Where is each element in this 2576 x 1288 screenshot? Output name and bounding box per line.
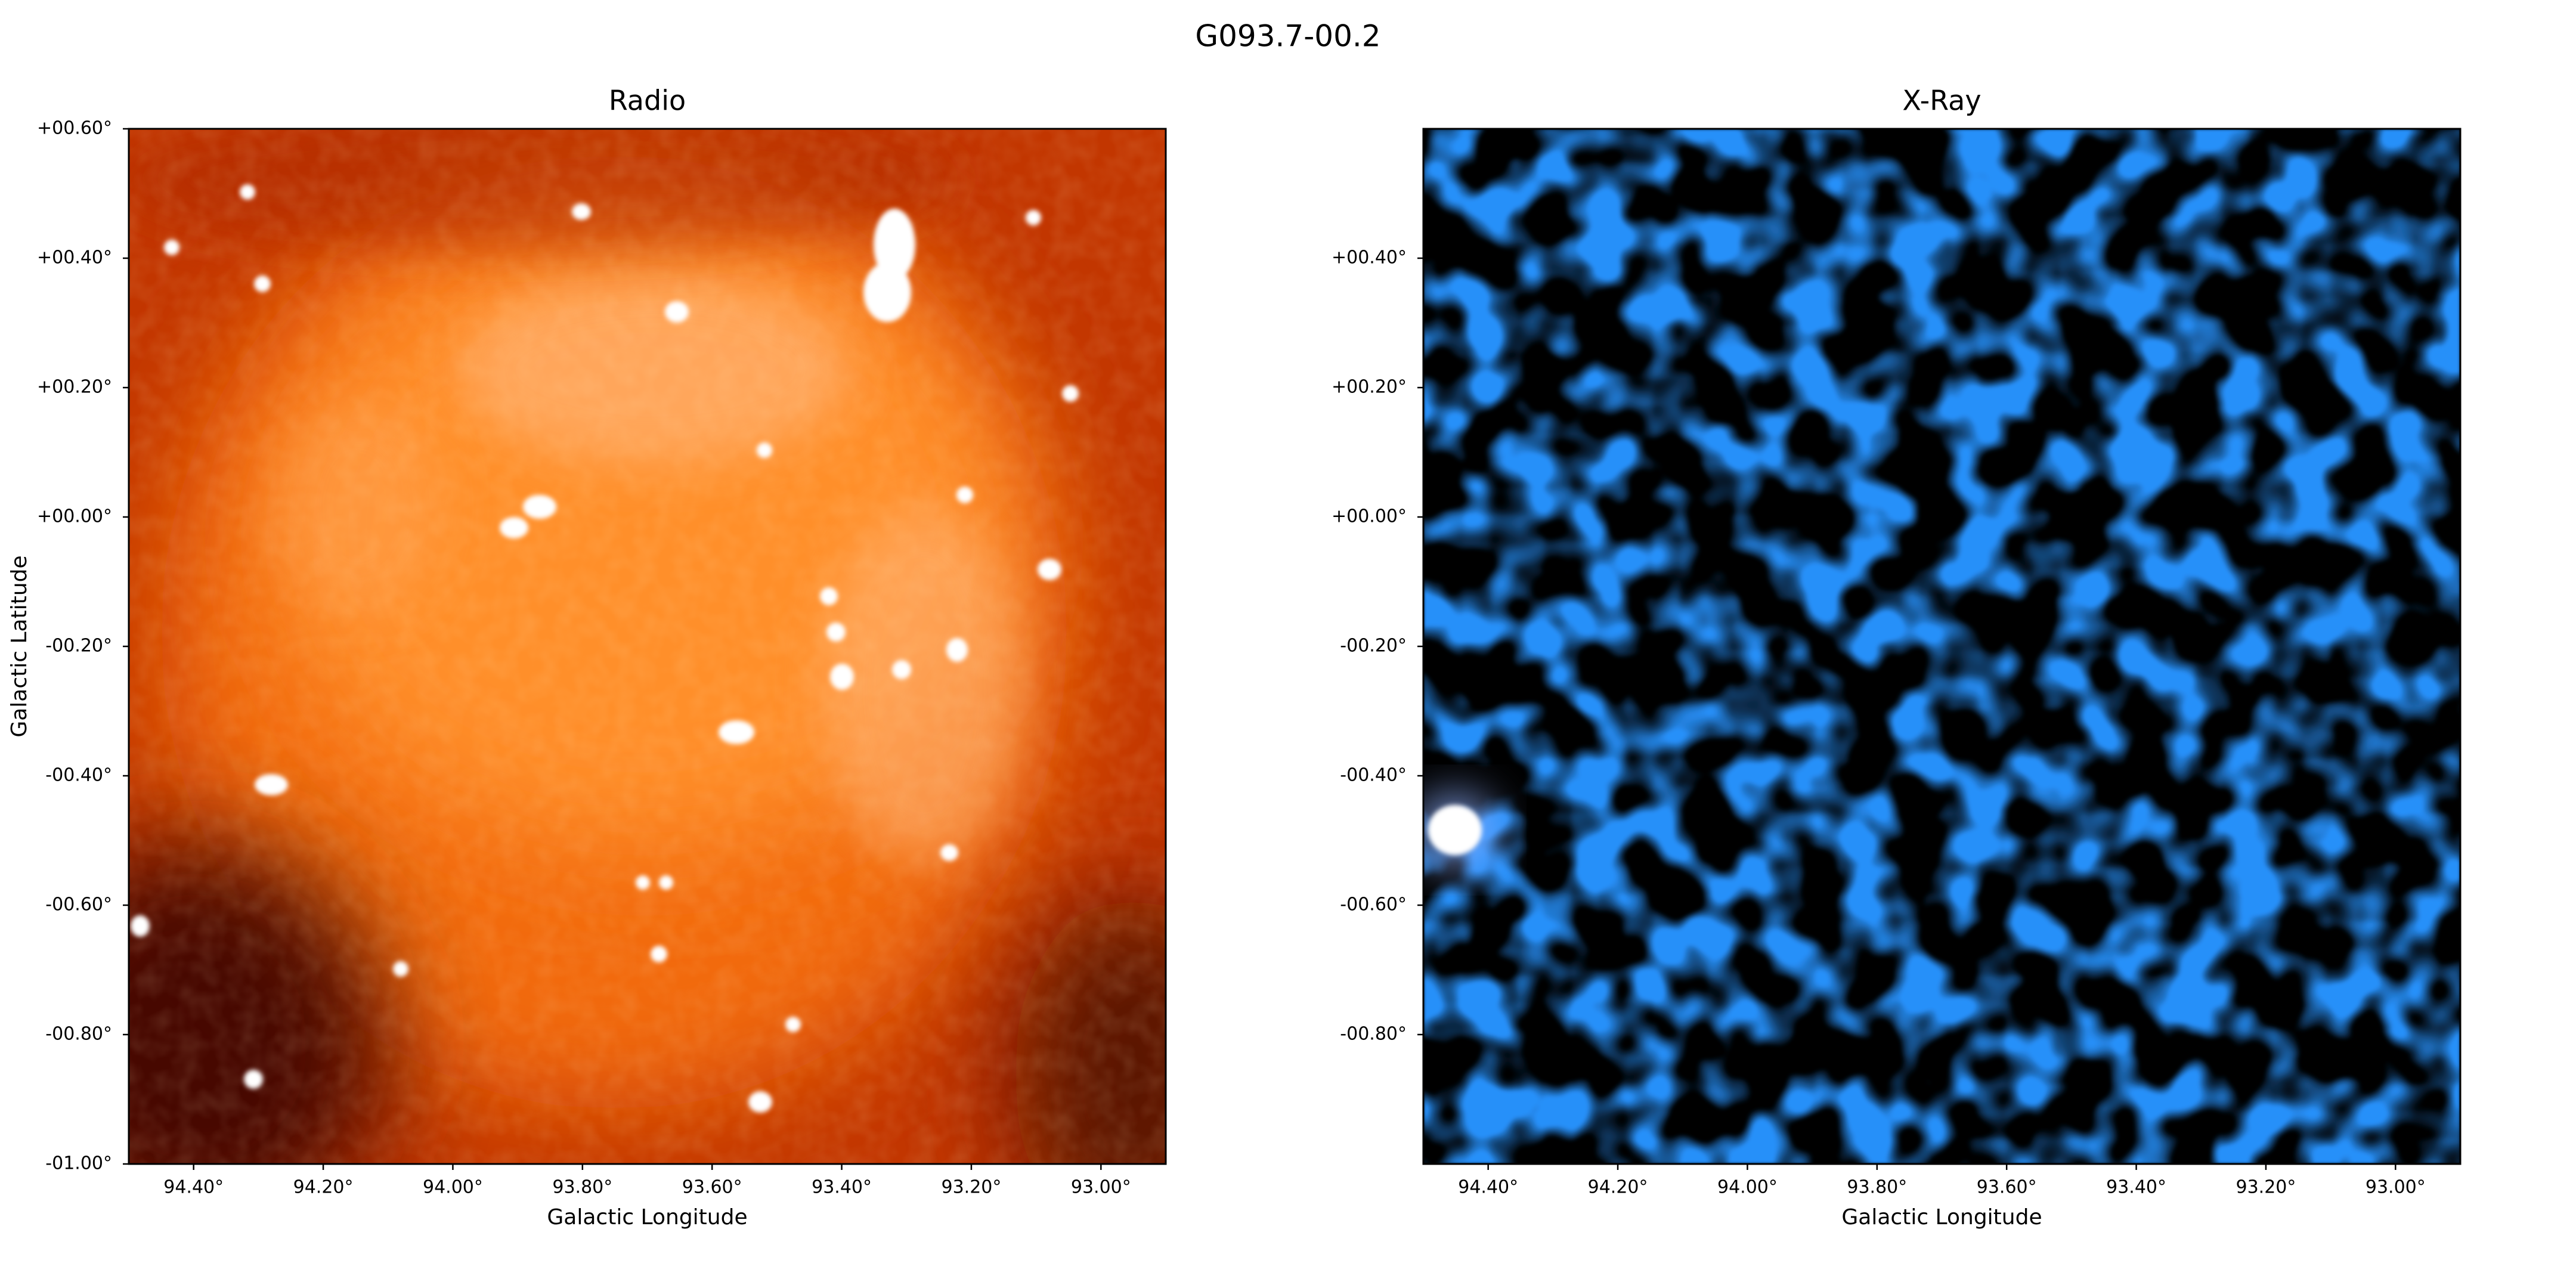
y-tick-label: +00.20° xyxy=(37,377,112,398)
y-tick-label: +00.20° xyxy=(1332,377,1407,398)
x-tick-label: 93.80° xyxy=(552,1177,612,1198)
x-axis-label: Galactic Longitude xyxy=(1841,1205,2042,1230)
y-tick-label: -00.60° xyxy=(45,894,112,915)
x-tick-label: 93.40° xyxy=(812,1177,872,1198)
x-tick-label: 94.00° xyxy=(423,1177,483,1198)
y-tick-label: +00.00° xyxy=(1332,506,1407,527)
x-tick-label: 94.40° xyxy=(163,1177,224,1198)
y-tick-label: -00.20° xyxy=(1340,636,1407,657)
y-tick-label: -00.60° xyxy=(1340,894,1407,915)
y-tick-label: -00.40° xyxy=(45,765,112,786)
y-tick-label: -01.00° xyxy=(45,1153,112,1174)
y-tick-label: -00.80° xyxy=(1340,1024,1407,1045)
x-tick-label: 93.20° xyxy=(2236,1177,2296,1198)
y-tick-label: +00.60° xyxy=(37,118,112,139)
y-tick-label: -00.40° xyxy=(1340,765,1407,786)
y-tick-label: +00.00° xyxy=(37,506,112,527)
y-tick-label: -00.80° xyxy=(45,1024,112,1045)
x-axis-label: Galactic Longitude xyxy=(547,1205,747,1230)
axes-layer: Radio Galactic Longitude Galactic Latitude… xyxy=(7,85,2426,1230)
radio-image xyxy=(129,129,1166,1164)
x-tick-label: 94.20° xyxy=(1588,1177,1648,1198)
x-tick-label: 94.00° xyxy=(1717,1177,1778,1198)
x-tick-label: 94.40° xyxy=(1458,1177,1518,1198)
xray-image xyxy=(1423,129,2460,1164)
y-tick-label: -00.20° xyxy=(45,636,112,657)
panel-title: Radio xyxy=(609,85,686,117)
x-tick-label: 93.60° xyxy=(682,1177,742,1198)
x-tick-label: 93.40° xyxy=(2106,1177,2166,1198)
x-tick-label: 94.20° xyxy=(293,1177,354,1198)
x-tick-label: 93.00° xyxy=(2366,1177,2426,1198)
panel-title: X-Ray xyxy=(1902,85,1981,117)
x-tick-label: 93.20° xyxy=(941,1177,1001,1198)
y-tick-label: +00.40° xyxy=(37,247,112,268)
y-axis-label: Galactic Latitude xyxy=(7,555,32,737)
figure-title: G093.7-00.2 xyxy=(1195,19,1380,54)
y-tick-label: +00.40° xyxy=(1332,247,1407,268)
x-tick-label: 93.00° xyxy=(1071,1177,1131,1198)
x-tick-label: 93.80° xyxy=(1847,1177,1907,1198)
x-tick-label: 93.60° xyxy=(1977,1177,2037,1198)
